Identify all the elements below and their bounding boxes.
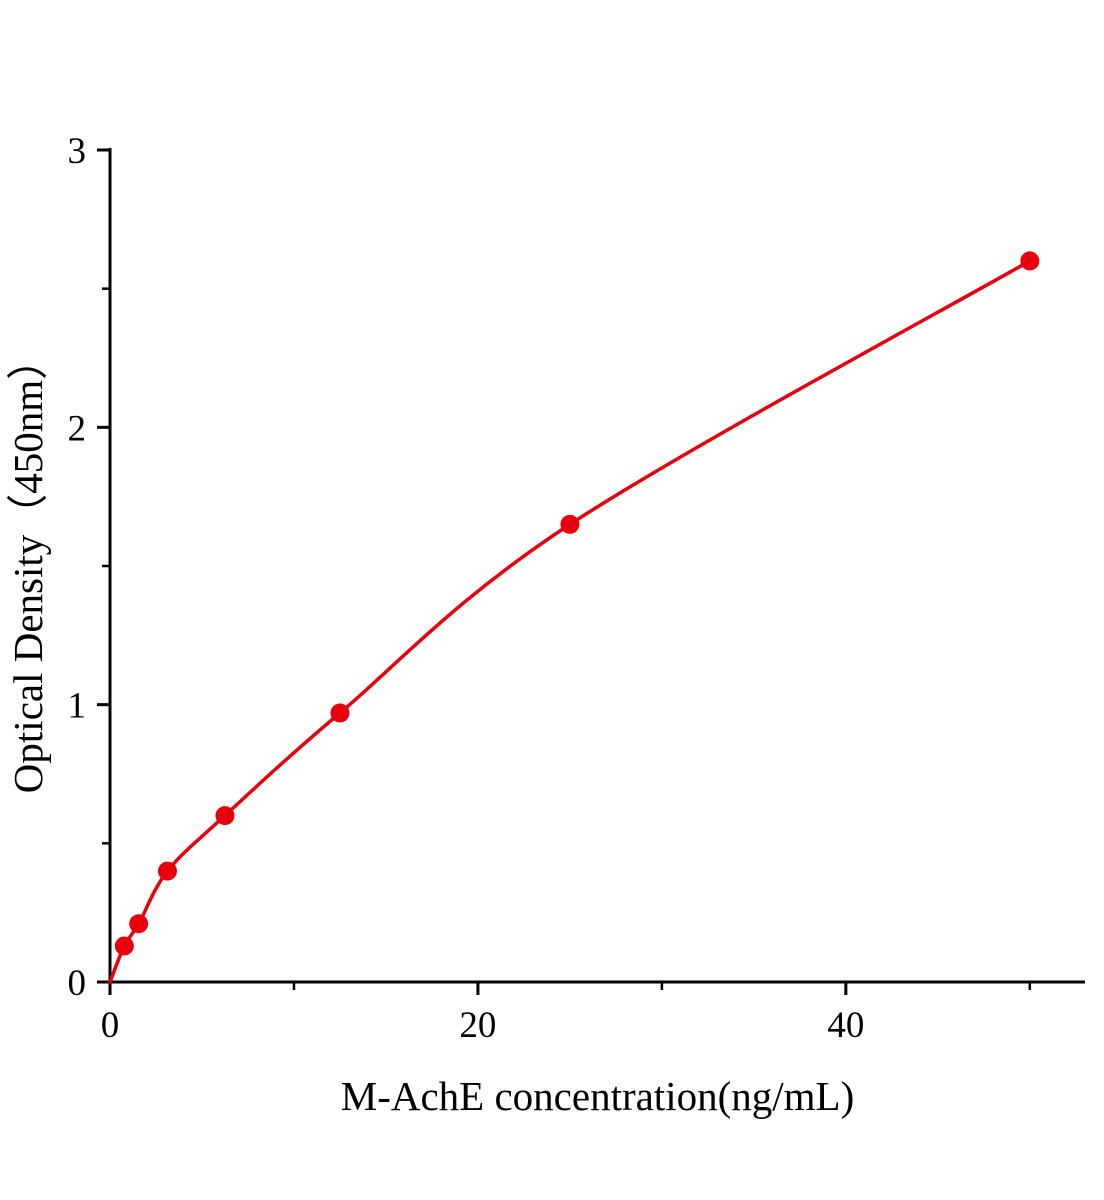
y-tick-label: 0 [68, 963, 87, 1004]
data-point [330, 703, 350, 723]
data-point [114, 936, 134, 956]
data-point [129, 914, 149, 934]
standard-curve-line [108, 259, 1032, 984]
x-tick-label: 40 [827, 1005, 864, 1046]
data-points [114, 251, 1040, 956]
x-tick-label: 0 [101, 1005, 120, 1046]
fit-curve [108, 259, 1032, 984]
y-tick-label: 1 [68, 686, 87, 727]
data-point [560, 514, 580, 534]
y-axis-title: Optical Density（450nm） [5, 339, 51, 793]
y-tick-label: 3 [68, 131, 87, 172]
y-tick-label: 2 [68, 408, 87, 449]
axis-tick-labels: 0 20 40 0 1 2 3 [68, 131, 865, 1046]
axes [108, 148, 1085, 984]
x-axis-title: M-AchE concentration(ng/mL) [341, 1073, 854, 1119]
data-point [1020, 251, 1040, 271]
x-tick-label: 20 [459, 1005, 496, 1046]
data-point [215, 806, 235, 826]
axis-ticks [97, 148, 1032, 995]
data-point [157, 861, 177, 881]
